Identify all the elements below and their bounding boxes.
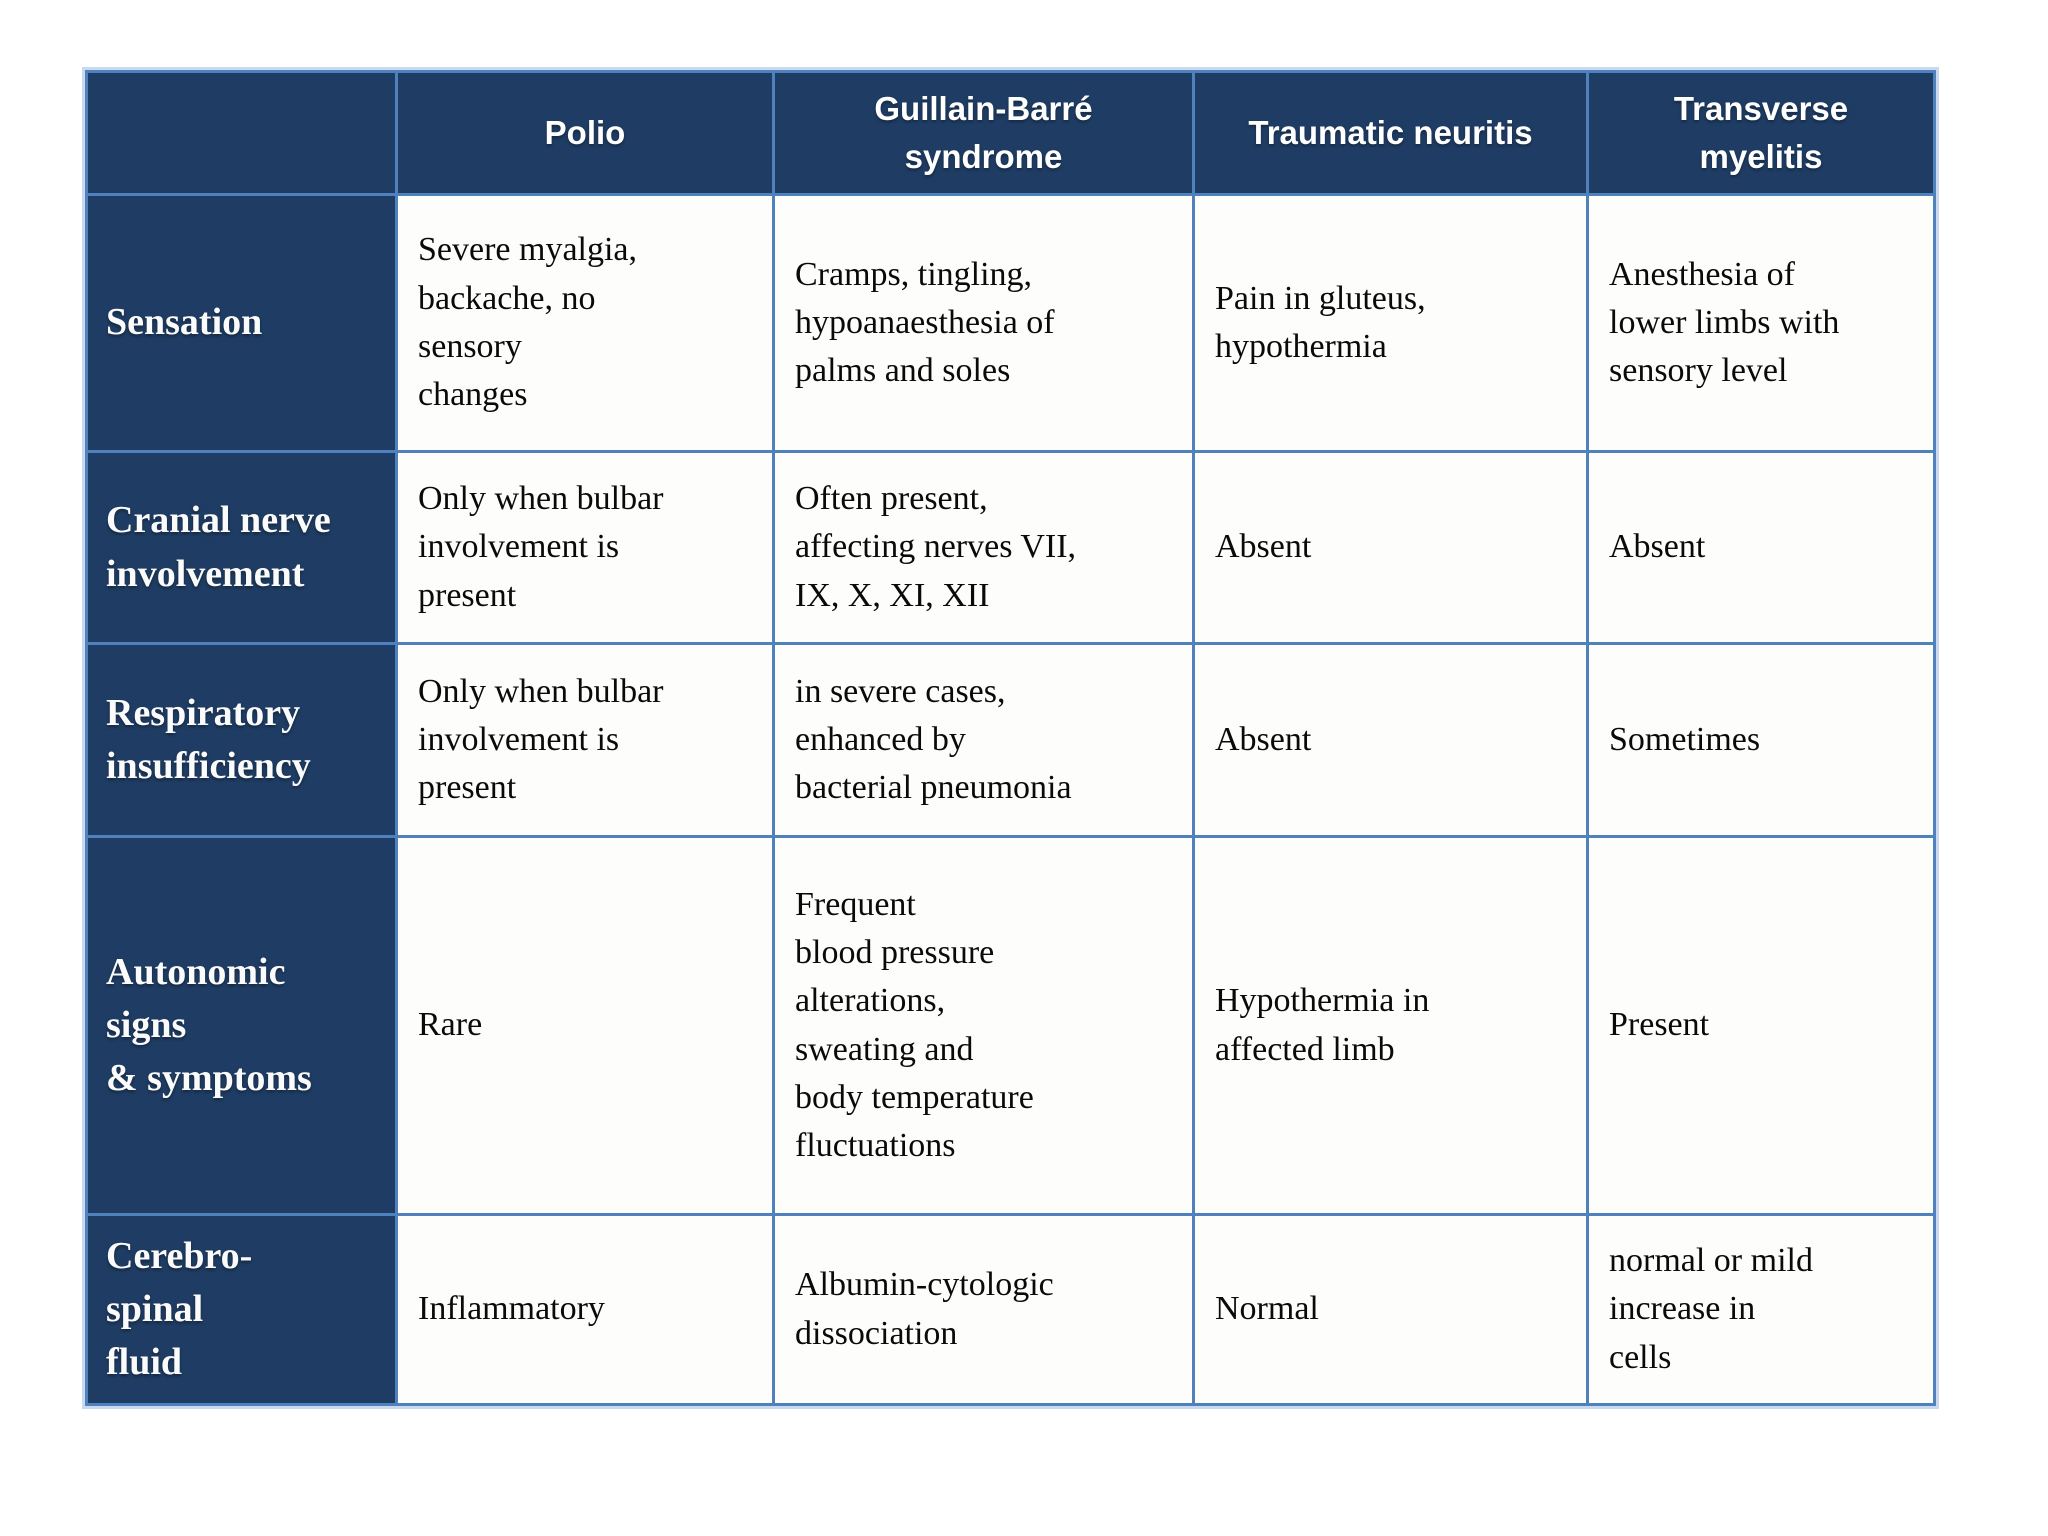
corner-cell bbox=[85, 70, 398, 196]
row-label-csf: Cerebro- spinal fluid bbox=[85, 1213, 398, 1406]
row-label-autonomic: Autonomic signs & symptoms bbox=[85, 835, 398, 1216]
table-row-sensation: Sensation Severe myalgia, backache, no s… bbox=[85, 193, 1936, 453]
cell-cranial-guillain-barre: Often present, affecting nerves VII, IX,… bbox=[772, 450, 1195, 645]
column-header-guillain-barre: Guillain-Barré syndrome bbox=[772, 70, 1195, 196]
cell-cranial-transverse: Absent bbox=[1586, 450, 1936, 645]
row-label-cranial-nerve: Cranial nerve involvement bbox=[85, 450, 398, 645]
column-header-traumatic-neuritis: Traumatic neuritis bbox=[1192, 70, 1589, 196]
cell-sensation-polio: Severe myalgia, backache, no sensory cha… bbox=[395, 193, 775, 453]
header-row: Polio Guillain-Barré syndrome Traumatic … bbox=[85, 70, 1936, 196]
table-row-cranial-nerve: Cranial nerve involvement Only when bulb… bbox=[85, 450, 1936, 645]
cell-csf-guillain-barre: Albumin-cytologic dissociation bbox=[772, 1213, 1195, 1406]
column-header-polio: Polio bbox=[395, 70, 775, 196]
cell-autonomic-polio: Rare bbox=[395, 835, 775, 1216]
cell-respiratory-traumatic: Absent bbox=[1192, 642, 1589, 838]
cell-csf-traumatic: Normal bbox=[1192, 1213, 1589, 1406]
cell-sensation-guillain-barre: Cramps, tingling, hypoanaesthesia of pal… bbox=[772, 193, 1195, 453]
cell-autonomic-guillain-barre: Frequent blood pressure alterations, swe… bbox=[772, 835, 1195, 1216]
row-label-respiratory: Respiratory insufficiency bbox=[85, 642, 398, 838]
cell-csf-polio: Inflammatory bbox=[395, 1213, 775, 1406]
cell-sensation-transverse: Anesthesia of lower limbs with sensory l… bbox=[1586, 193, 1936, 453]
table-row-autonomic: Autonomic signs & symptoms Rare Frequent… bbox=[85, 835, 1936, 1216]
row-label-sensation: Sensation bbox=[85, 193, 398, 453]
cell-respiratory-transverse: Sometimes bbox=[1586, 642, 1936, 838]
cell-cranial-traumatic: Absent bbox=[1192, 450, 1589, 645]
comparison-table: Polio Guillain-Barré syndrome Traumatic … bbox=[85, 70, 1936, 1406]
cell-autonomic-transverse: Present bbox=[1586, 835, 1936, 1216]
table-row-respiratory: Respiratory insufficiency Only when bulb… bbox=[85, 642, 1936, 838]
cell-autonomic-traumatic: Hypothermia in affected limb bbox=[1192, 835, 1589, 1216]
cell-respiratory-guillain-barre: in severe cases, enhanced by bacterial p… bbox=[772, 642, 1195, 838]
table-row-csf: Cerebro- spinal fluid Inflammatory Album… bbox=[85, 1213, 1936, 1406]
cell-sensation-traumatic: Pain in gluteus, hypothermia bbox=[1192, 193, 1589, 453]
cell-csf-transverse: normal or mild increase in cells bbox=[1586, 1213, 1936, 1406]
column-header-transverse-myelitis: Transverse myelitis bbox=[1586, 70, 1936, 196]
cell-cranial-polio: Only when bulbar involvement is present bbox=[395, 450, 775, 645]
cell-respiratory-polio: Only when bulbar involvement is present bbox=[395, 642, 775, 838]
